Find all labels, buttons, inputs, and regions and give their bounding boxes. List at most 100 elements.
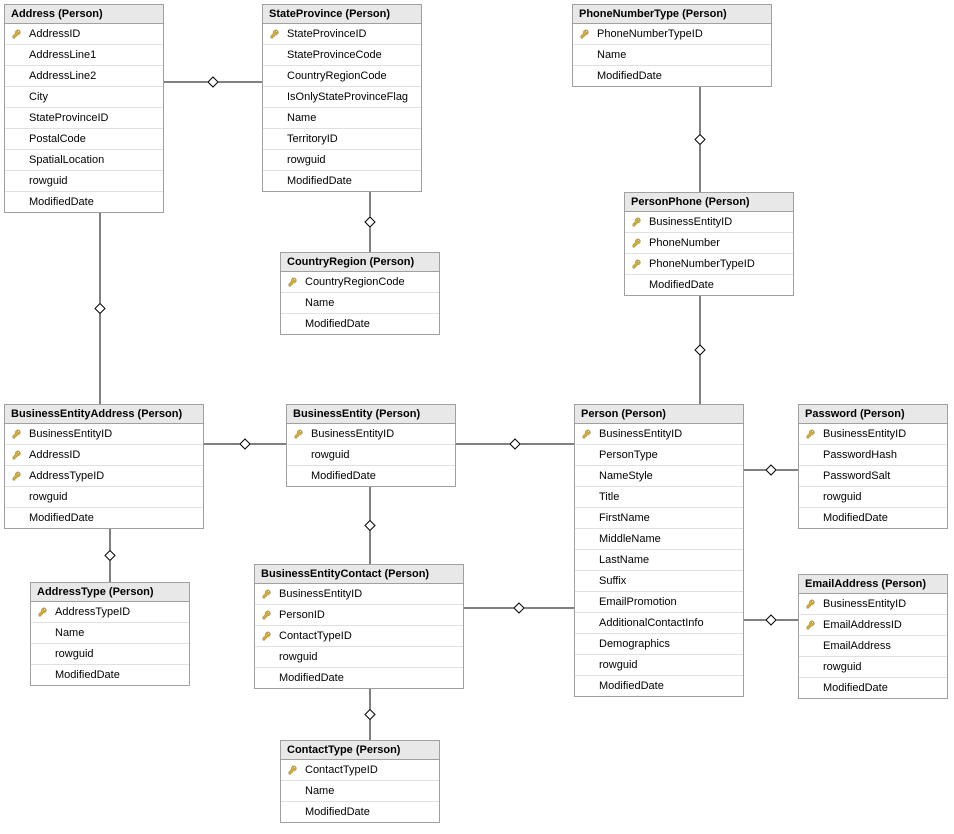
entity-column: AddressID (5, 445, 203, 466)
entity-column: PhoneNumber (625, 233, 793, 254)
column-name: BusinessEntityID (819, 598, 906, 610)
column-name: EmailAddressID (819, 619, 902, 631)
column-name: rowguid (595, 659, 638, 671)
column-name: Name (301, 297, 334, 309)
column-name: StateProvinceID (283, 28, 366, 40)
entity-title: CountryRegion (Person) (281, 253, 439, 272)
column-name: IsOnlyStateProvinceFlag (283, 91, 408, 103)
entity-column: BusinessEntityID (799, 594, 947, 615)
entity-column: rowguid (287, 445, 455, 466)
entity-title: BusinessEntityContact (Person) (255, 565, 463, 584)
entity-password: Password (Person)BusinessEntityID Passwor… (798, 404, 948, 529)
column-name: ContactTypeID (301, 764, 378, 776)
column-name: AddressLine2 (25, 70, 96, 82)
column-name: rowguid (51, 648, 94, 660)
column-name: BusinessEntityID (645, 216, 732, 228)
entity-column: AddressLine2 (5, 66, 163, 87)
column-name: StateProvinceID (25, 112, 108, 124)
entity-column: ModifiedDate (625, 275, 793, 295)
entity-column: PostalCode (5, 129, 163, 150)
primary-key-icon (577, 29, 593, 39)
entity-column: ModifiedDate (287, 466, 455, 486)
column-name: EmailPromotion (595, 596, 677, 608)
entity-title: BusinessEntityAddress (Person) (5, 405, 203, 424)
entity-column: AddressTypeID (5, 466, 203, 487)
entity-column: AddressID (5, 24, 163, 45)
entity-column: ModifiedDate (5, 508, 203, 528)
column-name: BusinessEntityID (25, 428, 112, 440)
entity-column: BusinessEntityID (799, 424, 947, 445)
entity-column: rowguid (575, 655, 743, 676)
column-name: AddressTypeID (25, 470, 104, 482)
primary-key-icon (9, 429, 25, 439)
column-name: PasswordSalt (819, 470, 890, 482)
primary-key-icon (629, 238, 645, 248)
primary-key-icon (285, 277, 301, 287)
entity-column: PhoneNumberTypeID (625, 254, 793, 275)
primary-key-icon (629, 217, 645, 227)
column-name: rowguid (819, 491, 862, 503)
entity-column: Name (281, 781, 439, 802)
entity-column: Name (281, 293, 439, 314)
entity-column: ContactTypeID (255, 626, 463, 647)
entity-column: SpatialLocation (5, 150, 163, 171)
column-name: TerritoryID (283, 133, 338, 145)
entity-title: BusinessEntity (Person) (287, 405, 455, 424)
entity-countryregion: CountryRegion (Person)CountryRegionCode N… (280, 252, 440, 335)
column-name: BusinessEntityID (595, 428, 682, 440)
column-name: ModifiedDate (275, 672, 344, 684)
primary-key-icon (9, 29, 25, 39)
primary-key-icon (259, 589, 275, 599)
column-name: Name (51, 627, 84, 639)
column-name: rowguid (275, 651, 318, 663)
entity-contacttype: ContactType (Person) ContactTypeID NameMod… (280, 740, 440, 823)
column-name: PersonType (595, 449, 658, 461)
column-name: FirstName (595, 512, 650, 524)
entity-column: ModifiedDate (255, 668, 463, 688)
entity-column: TerritoryID (263, 129, 421, 150)
entity-emailaddress: EmailAddress (Person) BusinessEntityID Ema… (798, 574, 948, 699)
entity-column: StateProvinceID (263, 24, 421, 45)
column-name: ModifiedDate (301, 318, 370, 330)
primary-key-icon (35, 607, 51, 617)
entity-column: rowguid (799, 487, 947, 508)
entity-column: PhoneNumberTypeID (573, 24, 771, 45)
column-name: AddressLine1 (25, 49, 96, 61)
column-name: CountryRegionCode (283, 70, 387, 82)
column-name: PhoneNumber (645, 237, 720, 249)
entity-title: ContactType (Person) (281, 741, 439, 760)
entity-column: ModifiedDate (281, 314, 439, 334)
entity-column: BusinessEntityID (5, 424, 203, 445)
entity-column: ModifiedDate (799, 678, 947, 698)
primary-key-icon (629, 259, 645, 269)
entity-column: BusinessEntityID (287, 424, 455, 445)
entity-column: CountryRegionCode (281, 272, 439, 293)
entity-column: LastName (575, 550, 743, 571)
column-name: Demographics (595, 638, 670, 650)
entity-column: Name (573, 45, 771, 66)
entity-title: Password (Person) (799, 405, 947, 424)
entity-column: ModifiedDate (5, 192, 163, 212)
entity-bec: BusinessEntityContact (Person)BusinessEn… (254, 564, 464, 689)
entity-column: BusinessEntityID (575, 424, 743, 445)
entity-column: Suffix (575, 571, 743, 592)
entity-column: FirstName (575, 508, 743, 529)
entity-title: AddressType (Person) (31, 583, 189, 602)
column-name: ModifiedDate (307, 470, 376, 482)
entity-title: EmailAddress (Person) (799, 575, 947, 594)
column-name: ModifiedDate (595, 680, 664, 692)
entity-column: ModifiedDate (31, 665, 189, 685)
column-name: PersonID (275, 609, 325, 621)
entity-column: rowguid (799, 657, 947, 678)
primary-key-icon (9, 450, 25, 460)
primary-key-icon (803, 620, 819, 630)
entity-column: ModifiedDate (281, 802, 439, 822)
entity-column: IsOnlyStateProvinceFlag (263, 87, 421, 108)
primary-key-icon (9, 471, 25, 481)
column-name: PostalCode (25, 133, 86, 145)
entity-column: ModifiedDate (575, 676, 743, 696)
entity-column: rowguid (5, 171, 163, 192)
column-name: ModifiedDate (593, 70, 662, 82)
column-name: ModifiedDate (25, 196, 94, 208)
entity-column: rowguid (263, 150, 421, 171)
